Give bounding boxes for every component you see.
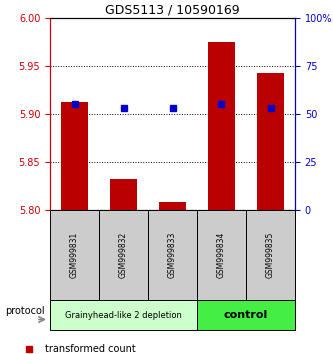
Bar [110,179,137,210]
FancyBboxPatch shape [50,300,197,330]
Bar [159,202,186,210]
FancyBboxPatch shape [197,210,246,300]
Bar [208,42,235,210]
FancyBboxPatch shape [148,210,197,300]
Text: protocol: protocol [5,306,45,315]
Text: Grainyhead-like 2 depletion: Grainyhead-like 2 depletion [65,310,182,320]
Bar [61,102,88,210]
Title: GDS5113 / 10590169: GDS5113 / 10590169 [105,4,240,17]
FancyBboxPatch shape [246,210,295,300]
Text: GSM999835: GSM999835 [266,232,275,278]
Text: GSM999834: GSM999834 [217,232,226,278]
Text: transformed count: transformed count [45,344,136,354]
Text: GSM999832: GSM999832 [119,232,128,278]
FancyBboxPatch shape [197,300,295,330]
Text: GSM999833: GSM999833 [168,232,177,278]
Text: GSM999831: GSM999831 [70,232,79,278]
Bar [257,73,284,210]
Text: control: control [224,310,268,320]
FancyBboxPatch shape [50,210,99,300]
FancyBboxPatch shape [99,210,148,300]
